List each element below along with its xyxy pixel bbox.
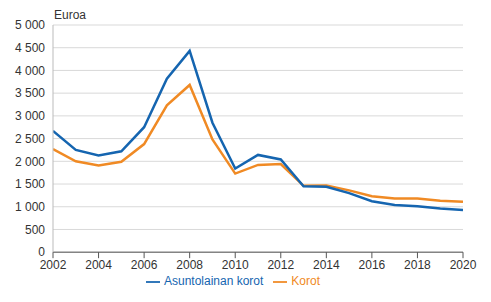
svg-text:2004: 2004: [85, 258, 112, 272]
svg-text:4 500: 4 500: [15, 41, 45, 55]
svg-text:500: 500: [25, 223, 45, 237]
svg-text:1 500: 1 500: [15, 177, 45, 191]
svg-text:2006: 2006: [131, 258, 158, 272]
svg-text:0: 0: [38, 245, 45, 259]
svg-text:5 000: 5 000: [15, 18, 45, 32]
svg-text:2008: 2008: [176, 258, 203, 272]
svg-text:3 500: 3 500: [15, 86, 45, 100]
html-text:Korot: Korot: [291, 274, 320, 289]
svg-text:4 000: 4 000: [15, 64, 45, 78]
svg-text:2012: 2012: [267, 258, 294, 272]
svg-text:2016: 2016: [359, 258, 386, 272]
svg-text:1 000: 1 000: [15, 200, 45, 214]
svg-text:2 000: 2 000: [15, 155, 45, 169]
svg-text:2010: 2010: [222, 258, 249, 272]
svg-text:2018: 2018: [404, 258, 431, 272]
svg-text:2014: 2014: [313, 258, 340, 272]
svg-text:2002: 2002: [40, 258, 67, 272]
html-text:Asuntolainan korot: Asuntolainan korot: [164, 274, 264, 289]
svg-text:3 000: 3 000: [15, 109, 45, 123]
svg-text:2 500: 2 500: [15, 132, 45, 146]
svg-text:2020: 2020: [450, 258, 477, 272]
html-text:Euroa: Euroa: [54, 8, 86, 22]
